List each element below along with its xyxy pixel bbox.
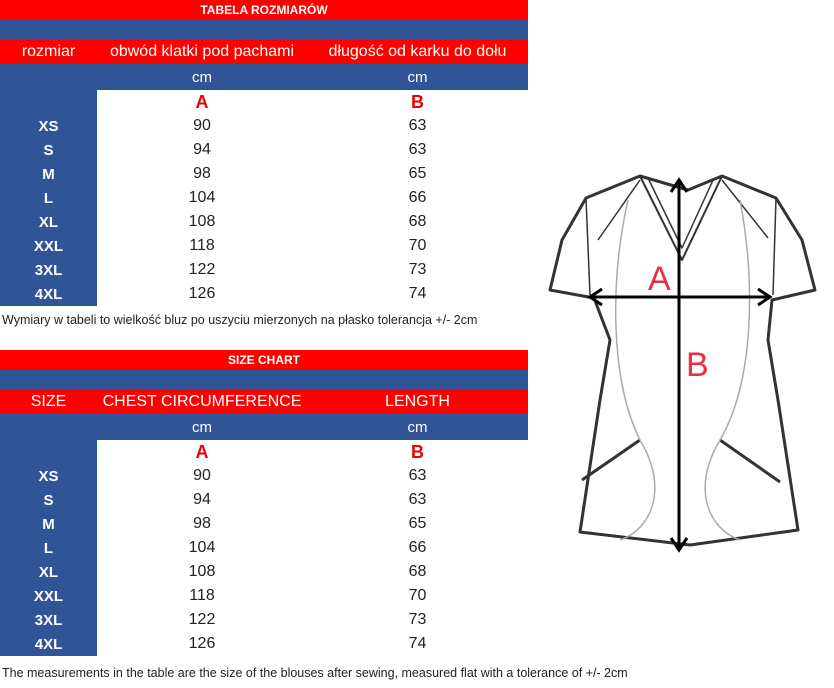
table-row: 4XL 126 74 <box>0 632 528 656</box>
table-title: TABELA ROZMIARÓW <box>0 0 528 20</box>
label-b: B <box>686 346 709 384</box>
size-cell: 3XL <box>0 258 97 282</box>
chest-cell: 90 <box>193 467 211 484</box>
chest-cell: 90 <box>193 117 211 134</box>
chest-cell: 94 <box>193 141 211 158</box>
header-row: rozmiar obwód klatki pod pachami długość… <box>0 40 528 64</box>
length-cell: 65 <box>408 165 427 182</box>
chest-cell: 94 <box>193 491 211 508</box>
size-table-polish: TABELA ROZMIARÓW rozmiar obwód klatki po… <box>0 0 528 306</box>
unit-length: cm <box>407 68 428 86</box>
length-cell: 68 <box>408 213 427 230</box>
table-row: 3XL 122 73 <box>0 608 528 632</box>
header-size: SIZE <box>30 393 67 410</box>
length-cell: 74 <box>408 285 427 302</box>
table-note-polish: Wymiary w tabeli to wielkość bluz po usz… <box>2 313 478 327</box>
length-cell: 74 <box>408 635 427 652</box>
size-cell: XXL <box>0 584 97 608</box>
size-cell: M <box>0 162 97 186</box>
table-row: 4XL 126 74 <box>0 282 528 306</box>
chest-cell: 118 <box>189 587 215 604</box>
table-row: XL 108 68 <box>0 210 528 234</box>
letters-row: A B <box>0 90 528 114</box>
header-length: LENGTH <box>385 393 450 410</box>
table-row: L 104 66 <box>0 186 528 210</box>
size-cell: XS <box>0 114 97 138</box>
units-row: cm cm <box>0 414 528 440</box>
chest-cell: 118 <box>189 237 215 254</box>
chest-cell: 122 <box>188 611 216 628</box>
header-chest: CHEST CIRCUMFERENCE <box>102 393 302 410</box>
size-cell: S <box>0 488 97 512</box>
header-length: długość od karku do dołu <box>328 43 507 60</box>
size-cell: S <box>0 138 97 162</box>
size-cell: 4XL <box>0 282 97 306</box>
size-cell: M <box>0 512 97 536</box>
size-cell: L <box>0 186 97 210</box>
letter-b: B <box>411 91 424 112</box>
length-cell: 70 <box>408 587 427 604</box>
header-chest: obwód klatki pod pachami <box>109 43 295 60</box>
spacer-band <box>0 370 528 390</box>
unit-length: cm <box>407 418 428 436</box>
length-cell: 66 <box>408 539 427 556</box>
table-row: XS 90 63 <box>0 464 528 488</box>
length-cell: 63 <box>408 117 427 134</box>
chest-cell: 122 <box>188 261 216 278</box>
length-cell: 73 <box>408 261 427 278</box>
length-cell: 63 <box>408 467 427 484</box>
length-cell: 68 <box>408 563 427 580</box>
chest-cell: 98 <box>193 515 211 532</box>
header-row: SIZE CHEST CIRCUMFERENCE LENGTH <box>0 390 528 414</box>
chest-cell: 126 <box>188 285 216 302</box>
length-cell: 70 <box>408 237 427 254</box>
length-cell: 73 <box>408 611 427 628</box>
chest-cell: 126 <box>188 635 216 652</box>
length-cell: 63 <box>408 141 427 158</box>
table-row: XXL 118 70 <box>0 234 528 258</box>
size-cell: 3XL <box>0 608 97 632</box>
table-row: XS 90 63 <box>0 114 528 138</box>
letters-row: A B <box>0 440 528 464</box>
size-table-english: SIZE CHART SIZE CHEST CIRCUMFERENCE LENG… <box>0 350 528 656</box>
chest-cell: 104 <box>188 189 216 206</box>
length-cell: 65 <box>408 515 427 532</box>
size-cell: XL <box>0 210 97 234</box>
letter-a: A <box>195 441 209 462</box>
letter-a: A <box>195 91 209 112</box>
label-a: A <box>648 260 671 298</box>
chest-cell: 98 <box>193 165 211 182</box>
table-row: XL 108 68 <box>0 560 528 584</box>
table-row: S 94 63 <box>0 138 528 162</box>
units-row: cm cm <box>0 64 528 90</box>
table-note-english: The measurements in the table are the si… <box>2 666 628 680</box>
garment-measurement-diagram: A B <box>548 174 817 553</box>
size-cell: 4XL <box>0 632 97 656</box>
table-row: XXL 118 70 <box>0 584 528 608</box>
length-cell: 66 <box>408 189 427 206</box>
chest-cell: 104 <box>188 539 216 556</box>
chest-cell: 108 <box>188 213 216 230</box>
size-cell: L <box>0 536 97 560</box>
size-cell: XL <box>0 560 97 584</box>
unit-chest: cm <box>192 418 212 436</box>
size-cell: XS <box>0 464 97 488</box>
table-row: M 98 65 <box>0 512 528 536</box>
table-row: S 94 63 <box>0 488 528 512</box>
table-title: SIZE CHART <box>0 350 528 370</box>
table-row: 3XL 122 73 <box>0 258 528 282</box>
unit-chest: cm <box>192 68 212 86</box>
table-row: M 98 65 <box>0 162 528 186</box>
size-cell: XXL <box>0 234 97 258</box>
spacer-band <box>0 20 528 40</box>
letter-b: B <box>411 441 424 462</box>
chest-cell: 108 <box>188 563 216 580</box>
table-row: L 104 66 <box>0 536 528 560</box>
header-size: rozmiar <box>21 43 76 60</box>
length-cell: 63 <box>408 491 427 508</box>
